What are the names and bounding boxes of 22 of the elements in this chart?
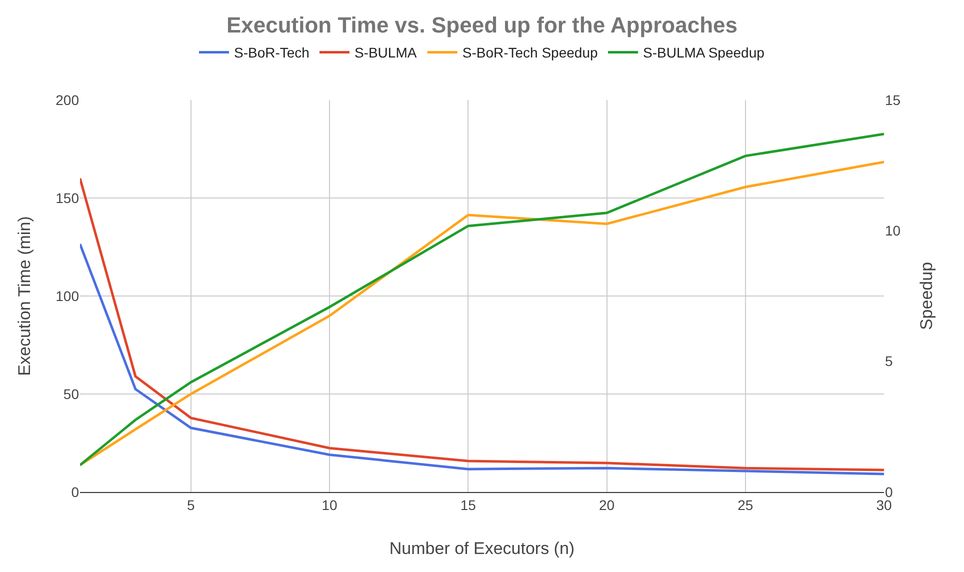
line-series bbox=[80, 242, 884, 476]
x-tick-label: 15 bbox=[460, 496, 476, 513]
x-tick-label: 25 bbox=[738, 496, 754, 513]
y-tick-label: 0 bbox=[71, 484, 80, 500]
y2-axis-title: Speedup bbox=[917, 262, 936, 330]
y-tick-label: 150 bbox=[56, 190, 80, 206]
x-tick-label: 20 bbox=[598, 496, 615, 513]
y2-tick-label: 5 bbox=[885, 353, 893, 370]
legend-label: S-BULMA bbox=[354, 44, 418, 61]
y2-tick-label: 15 bbox=[885, 92, 901, 108]
legend-label: S-BULMA Speedup bbox=[642, 44, 765, 61]
y2-tick-label: 10 bbox=[885, 222, 901, 239]
x-axis-title: Number of Executors (n) bbox=[389, 539, 575, 558]
chart-title: Execution Time vs. Speed up for the Approaches bbox=[226, 12, 738, 38]
y-axis-title: Execution Time (min) bbox=[15, 216, 34, 376]
x-tick-label: 10 bbox=[322, 496, 338, 513]
y-tick-label: 50 bbox=[63, 386, 80, 402]
y-tick-label: 100 bbox=[56, 288, 80, 304]
x-tick-label: 5 bbox=[187, 496, 195, 513]
legend-label: S-BoR-Tech bbox=[234, 44, 310, 61]
legend-label: S-BoR-Tech Speedup bbox=[462, 44, 598, 61]
y-tick-label: 200 bbox=[56, 92, 80, 108]
